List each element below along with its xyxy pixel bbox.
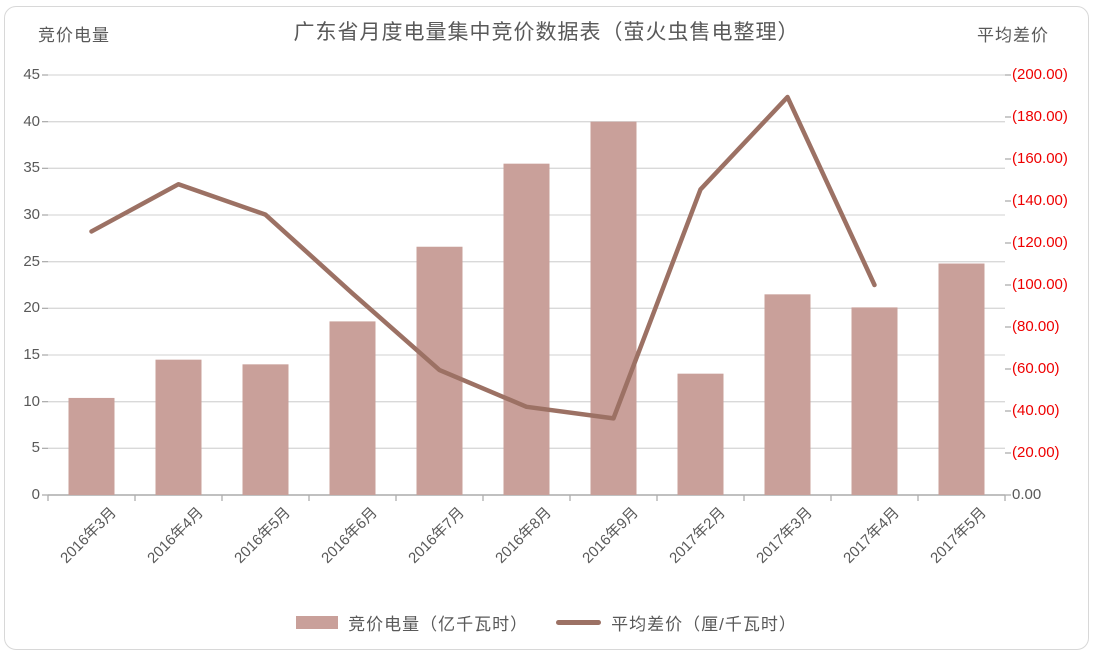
left-axis-tick-label: 30 <box>23 206 40 223</box>
left-axis-tick-label: 0 <box>31 486 40 503</box>
bar-2016年8月 <box>503 163 550 495</box>
legend-item: 平均差价（厘/千瓦时） <box>556 610 797 635</box>
right-axis-title: 平均差价 <box>977 26 1049 45</box>
right-axis-tick-label: (160.00) <box>1012 150 1068 167</box>
bar-2016年6月 <box>329 321 376 495</box>
legend-item: 竞价电量（亿千瓦时） <box>296 610 528 635</box>
bar-2017年4月 <box>851 307 898 495</box>
bar-2017年2月 <box>677 373 724 495</box>
bar-2016年3月 <box>68 397 115 495</box>
right-axis-tick-label: (40.00) <box>1012 402 1060 419</box>
chart-border <box>4 6 1089 650</box>
right-axis-tick-label: (20.00) <box>1012 444 1060 461</box>
left-axis-tick-label: 45 <box>23 66 40 83</box>
bar-2016年4月 <box>155 359 202 495</box>
right-axis-tick-label: (180.00) <box>1012 108 1068 125</box>
left-axis-tick-label: 25 <box>23 252 40 270</box>
legend-bar-swatch-icon <box>296 616 339 629</box>
right-axis-tick-label: (140.00) <box>1012 192 1068 209</box>
left-axis-title: 竞价电量 <box>38 26 110 45</box>
left-axis-tick-label: 20 <box>23 299 40 317</box>
left-axis-tick-label: 5 <box>31 439 40 457</box>
right-axis-tick-label: (80.00) <box>1012 318 1060 335</box>
chart-title: 广东省月度电量集中竞价数据表（萤火虫售电整理） <box>293 21 800 44</box>
left-axis-tick-label: 40 <box>23 112 40 130</box>
bar-2017年5月 <box>938 263 985 495</box>
bar-2016年9月 <box>590 121 637 496</box>
right-axis-tick-label: (60.00) <box>1012 360 1060 377</box>
right-axis-tick-label: (200.00) <box>1012 66 1068 83</box>
left-axis-tick-label: 10 <box>23 392 40 410</box>
bar-2016年5月 <box>242 364 289 495</box>
legend-label: 竞价电量（亿千瓦时） <box>348 615 529 634</box>
legend-label: 平均差价（厘/千瓦时） <box>611 615 797 634</box>
legend-line-swatch-icon <box>556 620 602 625</box>
price-diff-line <box>89 94 877 421</box>
right-axis-tick-label: 0.00 <box>1012 486 1042 503</box>
right-axis-tick-label: (120.00) <box>1012 234 1068 251</box>
bar-2017年3月 <box>764 294 811 495</box>
right-axis-tick-label: (100.00) <box>1012 276 1068 293</box>
legend: 竞价电量（亿千瓦时） 平均差价（厘/千瓦时） <box>0 610 1093 635</box>
left-axis-tick-label: 35 <box>23 159 40 177</box>
left-axis-tick-label: 15 <box>23 346 40 363</box>
